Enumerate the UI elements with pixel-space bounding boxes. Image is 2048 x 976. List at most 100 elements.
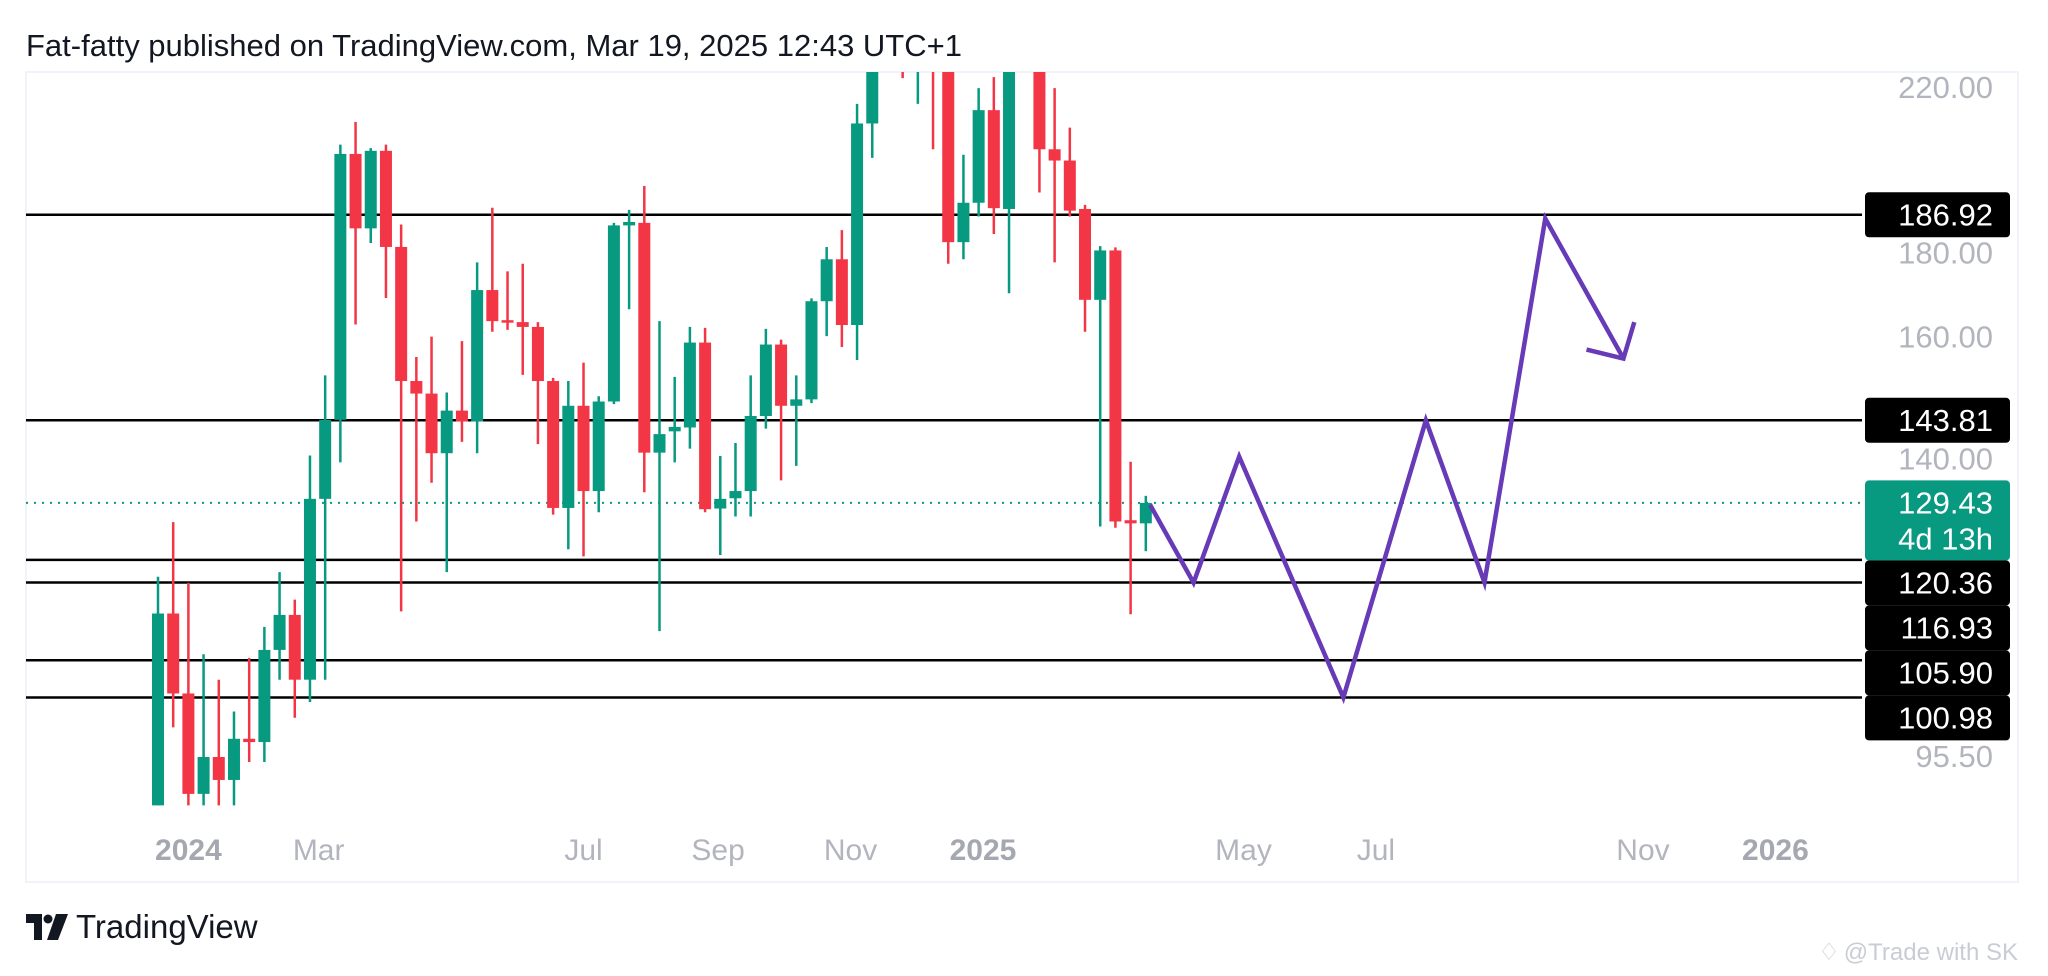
watermark: ♢ @Trade with SK (1818, 938, 2018, 967)
candle (835, 230, 848, 348)
candle-body (227, 738, 240, 780)
candle (303, 455, 316, 703)
projection-path (1148, 211, 1626, 705)
time-axis[interactable]: 2024 Mar Jul Sep Nov 2025 May Jul Nov 2026 (155, 834, 1809, 867)
candle (273, 572, 286, 680)
candle-body (258, 649, 271, 743)
candle (167, 522, 180, 728)
tag-price-label: 116.93 (1900, 610, 1993, 645)
tag-background (1865, 695, 2010, 741)
candle-body (212, 757, 225, 780)
time-tick-label: Mar (293, 834, 345, 867)
candle-body (379, 150, 392, 247)
candle (714, 456, 727, 556)
tag-background (1865, 397, 2010, 443)
tag-price-label: 186.92 (1898, 197, 1993, 232)
candle-body (395, 246, 408, 382)
candle (790, 375, 803, 466)
candle-body (182, 693, 195, 794)
time-tick-label: 2026 (1742, 834, 1809, 867)
projection-arrowhead (1585, 321, 1637, 362)
candle-body (623, 221, 636, 226)
candle-body (957, 202, 970, 243)
tag-background (1865, 192, 2010, 238)
candle (866, 72, 879, 158)
candle-body (1139, 502, 1152, 524)
candle-body (912, 35, 924, 62)
candle (516, 263, 529, 375)
candle (258, 626, 271, 763)
candle (942, 72, 955, 264)
candle (197, 654, 210, 806)
projection-drawing[interactable] (1148, 211, 1637, 705)
candle-body (243, 738, 256, 743)
candle (638, 186, 651, 493)
candle-body (1033, 72, 1046, 150)
candle-body (820, 259, 833, 302)
chart-title: Fat-fatty published on TradingView.com, … (26, 28, 962, 63)
candle (364, 148, 377, 244)
candle (1094, 246, 1107, 527)
candle (425, 336, 438, 483)
price-axis[interactable]: 220.00 180.00 160.00 140.00 95.50 (1898, 70, 1993, 774)
tradingview-logo[interactable]: TradingView (26, 908, 258, 946)
candle-body (303, 498, 316, 680)
candle (820, 246, 833, 337)
candle-body (759, 344, 772, 417)
candle (395, 224, 408, 612)
candle (775, 339, 788, 481)
candle-body (653, 434, 666, 453)
candle-body (729, 491, 742, 499)
time-tick-label: Jul (1357, 834, 1395, 867)
price-tick-label: 140.00 (1898, 441, 1993, 476)
time-tick-label: Sep (691, 834, 744, 867)
candle (319, 375, 332, 680)
candle-body (577, 405, 590, 492)
candle-body (1048, 149, 1061, 161)
candle-body (501, 320, 514, 323)
candle-body (592, 401, 605, 492)
candle (471, 262, 484, 454)
candle (410, 357, 423, 522)
candle-body (197, 757, 210, 794)
plot-area[interactable] (26, 0, 1862, 806)
candle-body (364, 150, 377, 229)
level-price-tag: 186.92 (1865, 192, 2010, 238)
candle (759, 328, 772, 429)
candle-body (866, 72, 879, 124)
candle (805, 298, 818, 404)
candle-body (927, 35, 939, 69)
candle-body (790, 399, 803, 406)
candle (562, 381, 575, 550)
candle (1139, 495, 1152, 552)
candle-body (152, 613, 164, 806)
candle (683, 326, 696, 449)
candle (288, 599, 301, 718)
price-tick-label: 95.50 (1915, 739, 1993, 774)
price-tick-label: 160.00 (1898, 320, 1993, 355)
candle (851, 103, 864, 361)
tag-price-label: 129.43 (1898, 485, 1993, 520)
level-price-tag: 120.36 (1865, 560, 2010, 606)
candle-body (683, 342, 696, 428)
candle-body (455, 410, 468, 422)
candle (957, 154, 970, 260)
candle (577, 362, 590, 557)
candle (440, 392, 453, 573)
candle (972, 88, 985, 217)
candle (912, 35, 924, 104)
candle (212, 679, 225, 806)
tag-price-label: 100.98 (1898, 700, 1993, 735)
time-tick-label: 2024 (155, 834, 222, 867)
candle (349, 121, 362, 325)
candle-body (334, 153, 347, 420)
tag-background (1865, 560, 2010, 606)
time-tick-label: Nov (824, 834, 877, 867)
countdown-label: 4d 13h (1898, 521, 1993, 556)
chart-frame (25, 71, 2019, 883)
candle (547, 377, 560, 515)
candle (592, 396, 605, 513)
candle (486, 207, 499, 332)
